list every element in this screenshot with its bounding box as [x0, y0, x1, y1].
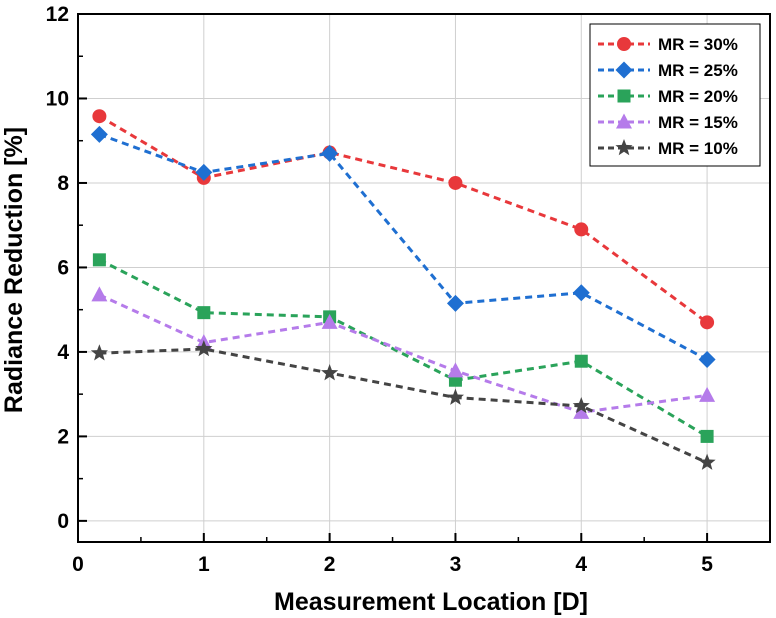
data-point: [446, 294, 464, 312]
data-point: [572, 396, 590, 414]
data-point: [699, 386, 716, 402]
x-tick-label: 2: [324, 553, 336, 576]
series-line: [98, 258, 708, 438]
legend: MR = 30% MR = 25% MR = 20% MR = 15% MR = 10%: [589, 23, 761, 167]
legend-marker: [615, 139, 633, 156]
data-point: [91, 286, 108, 302]
data-point: [448, 175, 463, 190]
x-tick-label: 5: [701, 553, 713, 576]
legend-marker: [617, 89, 631, 103]
legend-item: MR = 10%: [598, 139, 738, 158]
data-point: [321, 313, 338, 329]
legend-item: MR = 25%: [598, 61, 738, 80]
data-point: [321, 144, 339, 162]
legend-label: MR = 30%: [658, 35, 738, 54]
series-2: [90, 125, 716, 369]
data-point: [195, 339, 213, 357]
series-4: [91, 286, 716, 419]
x-axis-title: Measurement Location [D]: [274, 588, 588, 616]
legend-item: MR = 20%: [598, 87, 738, 106]
x-tick-label: 3: [450, 553, 462, 576]
series-layer: [90, 109, 716, 470]
data-point: [700, 429, 714, 443]
series-5: [90, 339, 716, 470]
data-point: [321, 364, 339, 381]
legend-marker: [616, 113, 632, 129]
legend-label: MR = 15%: [658, 113, 738, 132]
series-3: [92, 253, 714, 443]
legend-marker: [615, 61, 633, 79]
legend-item: MR = 15%: [598, 113, 738, 132]
y-tick-label: 6: [57, 256, 69, 279]
data-point: [700, 315, 715, 330]
x-tick-label: 0: [72, 553, 84, 576]
data-point: [90, 344, 108, 361]
y-tick-label: 8: [57, 172, 69, 195]
legend-label: MR = 20%: [658, 87, 738, 106]
data-point: [574, 354, 588, 368]
series-line: [98, 132, 708, 361]
y-tick-label: 4: [57, 341, 69, 364]
legend-label: MR = 25%: [658, 61, 738, 80]
data-point: [574, 222, 589, 237]
y-tick-label: 2: [57, 425, 69, 448]
data-point: [92, 109, 107, 124]
data-point: [92, 253, 106, 267]
y-tick-label: 10: [46, 87, 69, 110]
y-tick-label: 12: [46, 3, 69, 26]
series-line: [99, 347, 708, 464]
y-axis-title: Radiance Reduction [%]: [0, 127, 28, 413]
legend-label: MR = 10%: [658, 139, 738, 158]
y-tick-label: 0: [57, 510, 69, 533]
x-tick-label: 4: [575, 553, 587, 576]
data-point: [446, 388, 465, 405]
data-point: [573, 403, 590, 419]
data-point: [195, 163, 213, 181]
series-line: [98, 293, 708, 414]
legend-item: MR = 30%: [598, 35, 738, 54]
data-point: [447, 362, 464, 378]
data-point: [197, 306, 211, 320]
data-point: [698, 351, 716, 369]
data-point: [90, 125, 108, 143]
data-point: [698, 453, 716, 470]
series-line: [98, 114, 708, 324]
data-point: [572, 284, 590, 302]
legend-marker: [617, 37, 631, 51]
x-tick-label: 1: [198, 553, 210, 576]
plot-frame: [77, 13, 771, 543]
